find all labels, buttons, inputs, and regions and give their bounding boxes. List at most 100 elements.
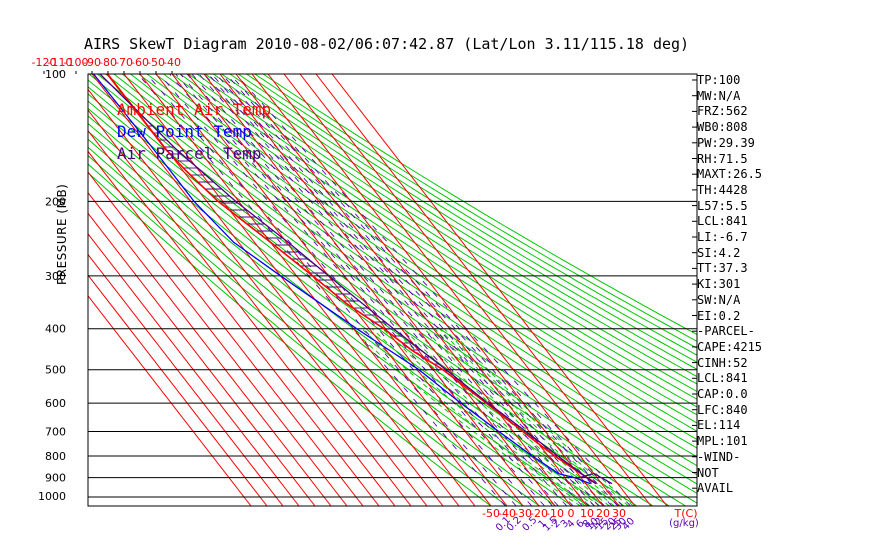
dry-adiabat-line xyxy=(88,146,540,506)
index-row: MW:N/A xyxy=(697,88,741,103)
dry-adiabat-line xyxy=(88,115,605,506)
dry-adiabat-line xyxy=(188,74,697,400)
dry-adiabat-line xyxy=(155,74,697,432)
isotherm-line xyxy=(88,171,348,506)
pressure-tick-label: 600 xyxy=(45,397,66,410)
mixing-ratio-line xyxy=(207,74,595,506)
index-row: LCL:841 xyxy=(697,214,748,229)
mixing-ratio-line xyxy=(229,74,623,506)
isotherm-line xyxy=(88,294,252,506)
bottom-temp-label: 30 xyxy=(612,507,626,520)
index-row: -WIND- xyxy=(697,449,741,464)
isotherm-line xyxy=(123,74,460,506)
moist-adiabat-line xyxy=(403,328,605,506)
dry-adiabat-line xyxy=(221,74,697,370)
isotherm-line xyxy=(139,74,476,506)
isotherm-line xyxy=(88,274,268,506)
dry-adiabat-line xyxy=(237,74,697,356)
index-row: CAP:0.0 xyxy=(697,387,748,401)
bottom-temp-label: -30 xyxy=(514,507,532,520)
moist-adiabat-line xyxy=(448,328,634,506)
pressure-tick-label: 1000 xyxy=(38,490,66,503)
dry-adiabat-line xyxy=(171,74,697,416)
index-row: CINH:52 xyxy=(697,355,748,370)
dry-adiabat-line xyxy=(130,74,697,458)
ambient-temp-line xyxy=(106,74,597,485)
top-temp-label: -80 xyxy=(99,56,117,69)
isotherm-line xyxy=(88,233,300,506)
index-row: CAPE:4215 xyxy=(697,339,763,354)
isotherm-line xyxy=(283,74,620,506)
isotherm-line xyxy=(235,74,572,506)
dry-adiabat-line xyxy=(229,74,697,363)
mixing-ratio-line xyxy=(203,74,590,506)
top-temp-label: -100 xyxy=(64,56,89,69)
index-row: MAXT:26.5 xyxy=(697,167,763,182)
index-row: NOT xyxy=(697,465,719,480)
moist-adiabat-line xyxy=(439,328,625,506)
isotherm-line xyxy=(203,74,540,506)
mixing-ratio-unit: (g/kg) xyxy=(669,518,699,529)
isotherm-line xyxy=(88,88,412,506)
dry-adiabat-line xyxy=(105,74,697,485)
index-row: WB0:808 xyxy=(697,120,748,135)
moist-adiabat-line xyxy=(434,328,620,506)
dry-adiabat-line xyxy=(179,74,697,408)
index-row: PW:29.39 xyxy=(697,135,755,150)
top-temp-label: -60 xyxy=(131,56,149,69)
isotherm-line xyxy=(88,109,396,506)
moist-adiabat-line xyxy=(413,328,610,506)
bottom-temp-label: -20 xyxy=(530,507,548,520)
top-temp-label: -40 xyxy=(163,56,181,69)
isotherm-line xyxy=(155,74,492,506)
mixing-ratio-line xyxy=(211,74,600,506)
isotherm-line xyxy=(219,74,556,506)
top-temp-label: -90 xyxy=(83,56,101,69)
isotherm-line xyxy=(88,253,284,506)
mixing-ratio-line xyxy=(221,74,613,506)
index-row: LFC:840 xyxy=(697,402,748,417)
isotherm-line xyxy=(299,74,636,506)
dewpoint-line xyxy=(93,74,591,485)
dry-adiabat-line xyxy=(246,74,697,349)
index-row: EL:114 xyxy=(697,418,741,433)
dry-adiabat-line xyxy=(138,74,697,449)
pressure-tick-label: 100 xyxy=(45,68,66,81)
isotherm-line xyxy=(171,74,508,506)
index-row: KI:301 xyxy=(697,277,741,292)
index-row: LI:-6.7 xyxy=(697,230,748,244)
index-row: MPL:101 xyxy=(697,434,748,449)
top-temp-label: -110 xyxy=(48,56,73,69)
moist-adiabat-line xyxy=(443,328,629,506)
parcel-temp-line xyxy=(99,74,597,485)
isotherm-line xyxy=(88,129,380,506)
dry-adiabat-line xyxy=(196,74,697,393)
dry-adiabat-line xyxy=(254,74,697,342)
y-axis-title: PRESSURE (MB) xyxy=(55,183,69,285)
dry-adiabat-line xyxy=(88,107,621,506)
moist-adiabat-line xyxy=(351,328,581,506)
bottom-temp-label: -50 xyxy=(482,507,500,520)
isotherm-line xyxy=(91,74,428,506)
bottom-temp-label: -40 xyxy=(498,507,516,520)
index-row: RH:71.5 xyxy=(697,151,748,166)
dry-adiabat-line xyxy=(88,138,557,506)
legend-ambient: Ambient Air Temp xyxy=(117,100,272,119)
mixing-ratio-line xyxy=(235,74,631,506)
bottom-temp-unit: T(C) xyxy=(674,507,698,520)
pressure-tick-label: 700 xyxy=(45,426,66,439)
dry-adiabat-line xyxy=(146,74,697,441)
index-row: FRZ:562 xyxy=(697,104,748,119)
pressure-tick-label: 800 xyxy=(45,450,66,463)
index-row: LCL:841 xyxy=(697,371,748,386)
index-row: SI:4.2 xyxy=(697,245,741,260)
index-row: EI:0.2 xyxy=(697,308,741,323)
surface-hook xyxy=(575,472,613,485)
isotherm-line xyxy=(331,74,668,506)
mixing-ratio-line xyxy=(225,74,619,506)
chart-title: AIRS SkewT Diagram 2010-08-02/06:07:42.8… xyxy=(84,35,690,53)
bottom-temp-label: 20 xyxy=(596,507,610,520)
bottom-temp-label: -10 xyxy=(546,507,564,520)
index-row: TT:37.3 xyxy=(697,261,748,276)
dry-adiabat-line xyxy=(213,74,697,378)
